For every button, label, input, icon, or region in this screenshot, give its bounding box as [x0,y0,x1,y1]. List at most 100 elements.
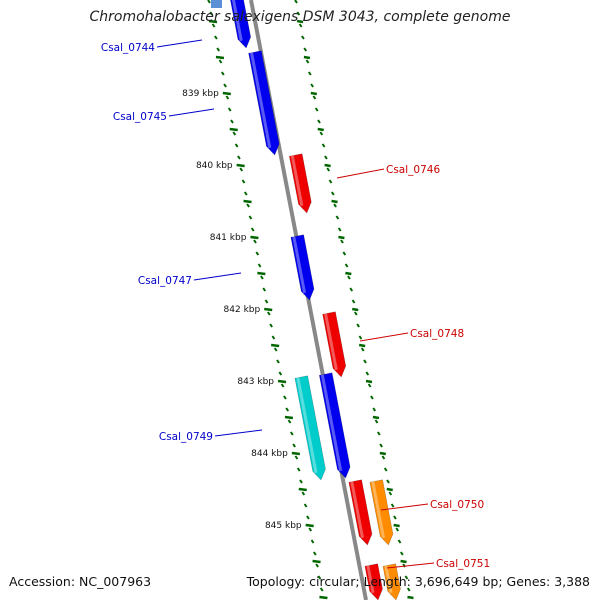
inner-tick [225,95,230,100]
outer-tick [296,11,301,16]
inner-major-tick [284,415,294,420]
ruler-tick-label: 843 kbp [237,377,274,387]
inner-tick [209,11,214,16]
outer-major-tick [317,127,324,132]
gene-csal-0751[interactable] [364,563,383,600]
gene-csal-0747[interactable] [290,234,315,301]
inner-tick [289,431,294,436]
inner-tick [237,155,241,160]
outer-major-tick [393,523,400,528]
outer-tick [335,215,340,220]
outer-tick [314,107,319,112]
gene-label-csal-0745[interactable]: Csal_0745 [113,111,167,123]
inner-tick [241,179,246,184]
outer-major-tick [345,271,352,276]
outer-major-tick [338,235,345,240]
inner-tick [234,143,239,148]
gene-csal-0746[interactable] [288,153,312,214]
outer-tick [363,359,367,364]
outer-tick [307,71,312,76]
inner-tick [220,71,225,76]
outer-tick [324,155,328,160]
inner-tick [285,407,290,412]
inner-tick [243,191,248,196]
cds-csal-0750[interactable] [369,479,394,546]
outer-tick [351,299,356,304]
outer-tick [386,479,390,484]
gene-labels: Csal_0744 Csal_0745 Csal_0746 Csal_0747 Csal… [101,39,490,570]
gene-csal-0750[interactable] [348,479,373,546]
gene-label-csal-0750[interactable]: Csal_0750 [430,499,484,511]
inner-tick-track [207,0,328,600]
inner-major-tick [291,451,300,456]
gene-label-csal-0744[interactable]: Csal_0744 [101,42,155,54]
ruler-tick-label: 840 kbp [196,161,233,171]
inner-tick [319,587,324,592]
inner-tick [246,203,250,208]
inner-tick [264,299,269,304]
inner-major-tick [298,487,307,492]
gene-label-csal-0749[interactable]: Csal_0749 [159,431,213,443]
inner-tick [266,311,271,316]
inner-major-tick [305,523,314,528]
outer-tick [406,587,411,592]
inner-major-tick [264,307,273,312]
inner-major-tick [208,19,218,24]
inner-major-tick [215,55,225,60]
outer-tick [294,0,298,4]
gene-label-csal-0746[interactable]: Csal_0746 [386,164,440,176]
inner-tick [232,131,237,136]
inner-tick [207,0,211,4]
inner-tick [280,383,285,388]
outer-tick [347,275,351,280]
outer-tick [388,491,393,496]
outer-tick [340,239,344,244]
inner-major-tick [257,271,266,276]
outer-major-tick [386,487,393,492]
gene-label-csal-0751[interactable]: Csal_0751 [436,558,490,570]
outer-tick [312,95,317,100]
outer-tick [379,443,383,448]
inner-tick [283,395,287,400]
ruler-tick-label: 844 kbp [251,449,288,459]
inner-tick [239,167,244,172]
outer-major-tick [365,379,373,384]
cds-csal-0749[interactable] [294,375,326,481]
gene-csal-0745[interactable] [248,50,280,156]
inner-tick [230,119,234,124]
gene-label-leader [214,429,263,437]
gene-csal-0748[interactable] [322,311,347,378]
outer-tick [372,407,377,412]
outer-tick [395,527,400,532]
outer-tick [326,167,331,172]
inner-major-tick [250,235,259,240]
outer-tick [356,323,360,328]
cds-csal-0744-cap [211,0,222,8]
inner-tick [294,455,299,460]
gene-label-csal-0748[interactable]: Csal_0748 [410,328,464,340]
inner-major-tick [277,379,287,384]
gene-csal-0749[interactable] [318,372,351,479]
cds-csal-0751[interactable] [382,563,401,600]
inner-tick [257,263,262,268]
outer-tick [360,347,365,352]
ruler-labels: 839 kbp 840 kbp 841 kbp 842 kbp 843 kbp 844 k… [182,89,302,531]
inner-tick [218,59,223,64]
gene-label-csal-0747[interactable]: Csal_0747 [138,275,192,287]
outer-tick [301,35,305,40]
outer-tick [319,131,324,136]
outer-major-tick [358,343,366,348]
outer-tick [305,59,310,64]
outer-tick [367,383,372,388]
gene-csal-0744[interactable] [229,0,252,49]
outer-tick [344,263,349,268]
outer-tick [404,575,409,580]
gene-label-leader [359,332,409,342]
outer-major-tick [296,19,304,24]
outer-tick-track [294,0,414,600]
inner-tick [214,35,218,40]
inner-tick [260,275,264,280]
gene-label-leader [193,272,242,281]
outer-tick [349,287,354,292]
